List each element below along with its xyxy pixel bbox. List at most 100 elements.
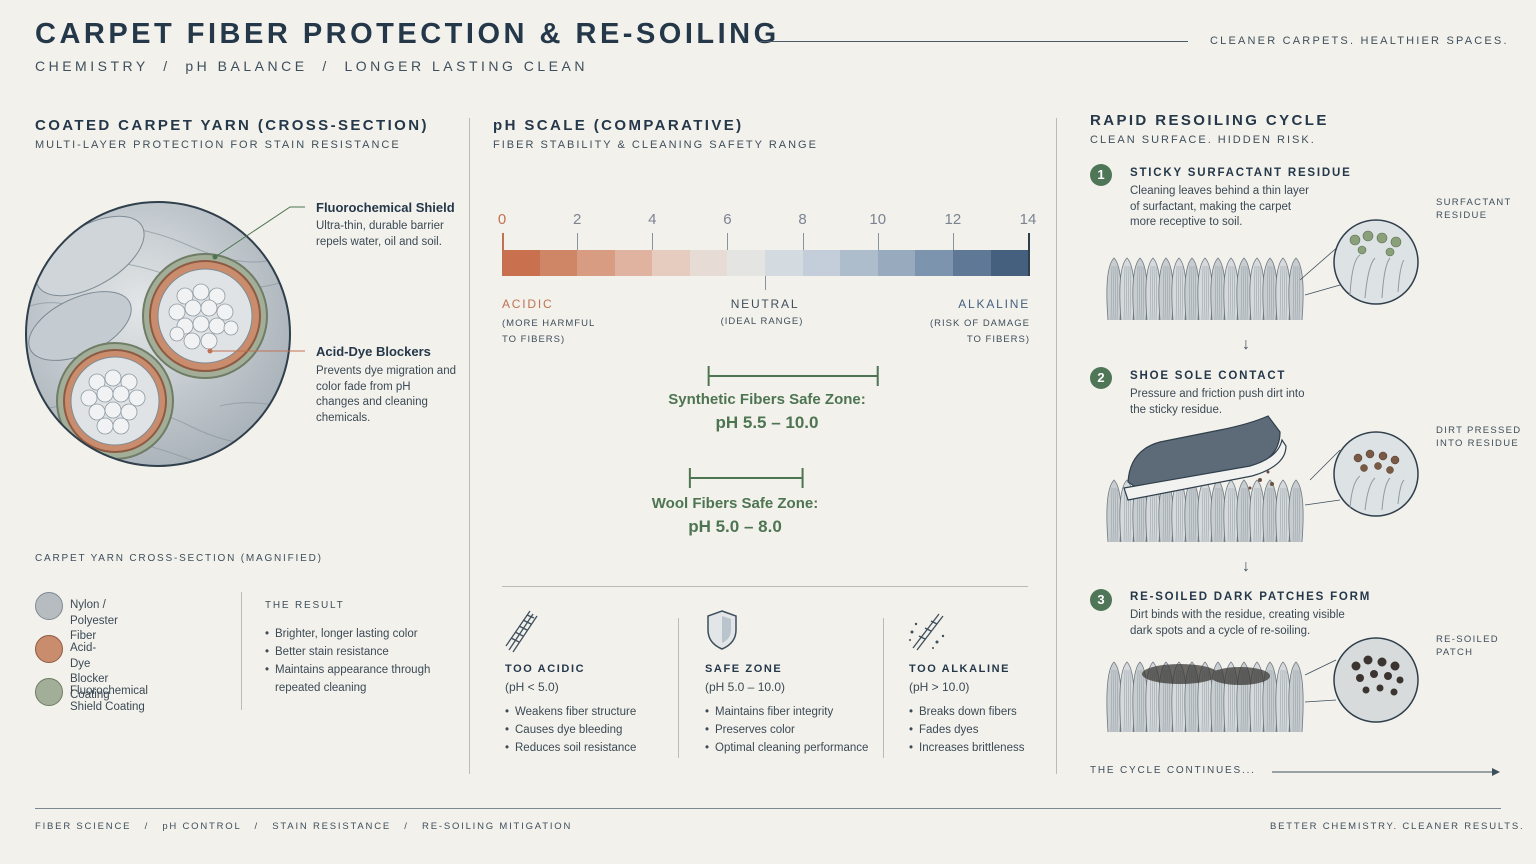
footer-rule [35,808,1501,809]
footer-left: FIBER SCIENCE / pH CONTROL / STAIN RESIS… [35,821,573,832]
legend-label: Acid-Dye Blocker Coating [70,642,110,701]
fluorochemical-swatch-icon [35,678,63,706]
wool-zone-title: Wool Fibers Safe Zone: [651,495,819,512]
ph-tick-mark [802,233,804,250]
category-range: (pH < 5.0) [505,680,559,694]
result-title: THE RESULT [265,600,345,611]
ph-section-subtitle: FIBER STABILITY & CLEANING SAFETY RANGE [493,139,818,151]
resoiled-patch-illustration [1106,637,1419,733]
neutral-label: NEUTRAL [730,297,800,311]
acid-dye-swatch-icon [35,635,63,663]
category-divider [678,618,679,758]
category-item: Breaks down fibers [909,703,1049,721]
result-list: Brighter, longer lasting color Better st… [265,625,435,697]
tagline: CLEANER CARPETS. HEALTHIER SPACES. [1210,35,1509,47]
step-title: STICKY SURFACTANT RESIDUE [1130,167,1352,179]
ph-scale-band [727,250,766,276]
callout-acid-dye-title: Acid-Dye Blockers [316,344,431,359]
category-item: Fades dyes [909,721,1049,739]
ph-scale-band [689,250,728,276]
callout-lines [207,206,305,354]
column-divider-left [469,118,470,774]
ph-section-title: pH SCALE (COMPARATIVE) [493,117,744,134]
ph-categories-rule [502,586,1028,587]
ph-tick-label: 6 [723,211,732,228]
cycle-section-title: RAPID RESOILING CYCLE [1090,112,1329,129]
arrow-down-icon: ↓ [1242,336,1250,353]
yarn-section-title: COATED CARPET YARN (CROSS-SECTION) [35,117,429,134]
ph-tick-label: 12 [944,211,962,228]
step-title: RE-SOILED DARK PATCHES FORM [1130,591,1372,603]
ph-scale-band [652,250,690,276]
category-item: Causes dye bleeding [505,721,670,739]
acidic-label: ACIDIC [502,297,554,311]
ph-tick-mark [652,233,654,250]
step-title: SHOE SOLE CONTACT [1130,370,1287,382]
ph-tick-mark [1028,233,1030,276]
step-callout: SURFACTANT RESIDUE [1436,197,1512,221]
category-title: TOO ACIDIC [505,663,586,675]
ph-tick-label: 10 [869,211,887,228]
shoe-contact-illustration [1106,415,1419,543]
shield-icon [707,610,737,650]
ph-scale-band [765,250,803,276]
result-item: Brighter, longer lasting color [265,625,435,643]
category-safe-zone: SAFE ZONE (pH 5.0 – 10.0) Maintains fibe… [705,663,880,757]
arrow-down-icon: ↓ [1242,558,1250,575]
step-callout: DIRT PRESSED INTO RESIDUE [1436,425,1522,449]
yarn-section-subtitle: MULTI-LAYER PROTECTION FOR STAIN RESISTA… [35,139,401,151]
ph-scale-band [539,250,578,276]
yarn-caption: CARPET YARN CROSS-SECTION (MAGNIFIED) [35,553,323,564]
category-title: SAFE ZONE [705,663,783,675]
ph-scale-band [990,250,1029,276]
ph-scale-band [877,250,916,276]
category-item: Preserves color [705,721,880,739]
ph-scale-band [802,250,841,276]
neutral-marker [765,276,766,290]
category-item: Increases brittleness [909,739,1049,757]
neutral-note: (IDEAL RANGE) [720,316,804,327]
ph-scale-band [577,250,615,276]
brittle-fiber-icon [909,613,945,651]
category-item: Maintains fiber integrity [705,703,880,721]
synthetic-zone-value: pH 5.5 – 10.0 [715,413,819,432]
arrow-right-icon [1272,768,1500,776]
result-item: Maintains appearance through repeated cl… [265,661,435,697]
ph-tick-label: 0 [497,211,507,228]
ph-tick-mark [502,233,504,276]
yarn-cross-section-illustration [25,201,291,467]
step-number: 2 [1090,367,1112,389]
ph-scale-bar [502,250,1029,276]
category-too-alkaline: TOO ALKALINE (pH > 10.0) Breaks down fib… [909,663,1049,757]
ph-tick-label: 4 [648,211,657,228]
ph-tick-label: 2 [572,211,582,228]
category-too-acidic: TOO ACIDIC (pH < 5.0) Weakens fiber stru… [505,663,670,757]
step-callout: RE-SOILED PATCH [1436,634,1499,658]
callout-fluorochemical-text: Ultra-thin, durable barrier repels water… [316,220,444,248]
category-item: Optimal cleaning performance [705,739,880,757]
ph-scale-band [614,250,653,276]
step-text: Cleaning leaves behind a thin layer of s… [1130,185,1310,228]
carpet-tuft [1288,479,1304,543]
callout-acid-dye-text: Prevents dye migration and color fade fr… [316,365,456,424]
carpet-residue-illustration [1106,219,1419,321]
step-number: 3 [1090,589,1112,611]
category-item: Reduces soil resistance [505,739,670,757]
column-divider-right [1056,118,1057,774]
legend-divider [241,592,242,710]
fiber-damage-icon [505,610,538,653]
fiber-swatch-icon [35,592,63,620]
cycle-continues-label: THE CYCLE CONTINUES... [1090,765,1256,776]
page-title: CARPET FIBER PROTECTION & RE-SOILING [35,18,780,50]
wool-zone-value: pH 5.0 – 8.0 [688,517,782,536]
ph-tick-label: 8 [798,211,807,228]
ph-scale-band [952,250,991,276]
acidic-note: (MORE HARMFUL TO FIBERS) [502,318,595,345]
wool-safe-zone-bracket [688,468,804,488]
ph-tick-marks [502,233,1030,293]
alkaline-note: (RISK OF DAMAGE TO FIBERS) [930,318,1030,345]
footer-right: BETTER CHEMISTRY. CLEANER RESULTS. [1270,821,1525,832]
ph-scale-band [502,250,540,276]
ph-tick-mark [877,233,879,250]
ph-tick-mark [577,233,579,250]
